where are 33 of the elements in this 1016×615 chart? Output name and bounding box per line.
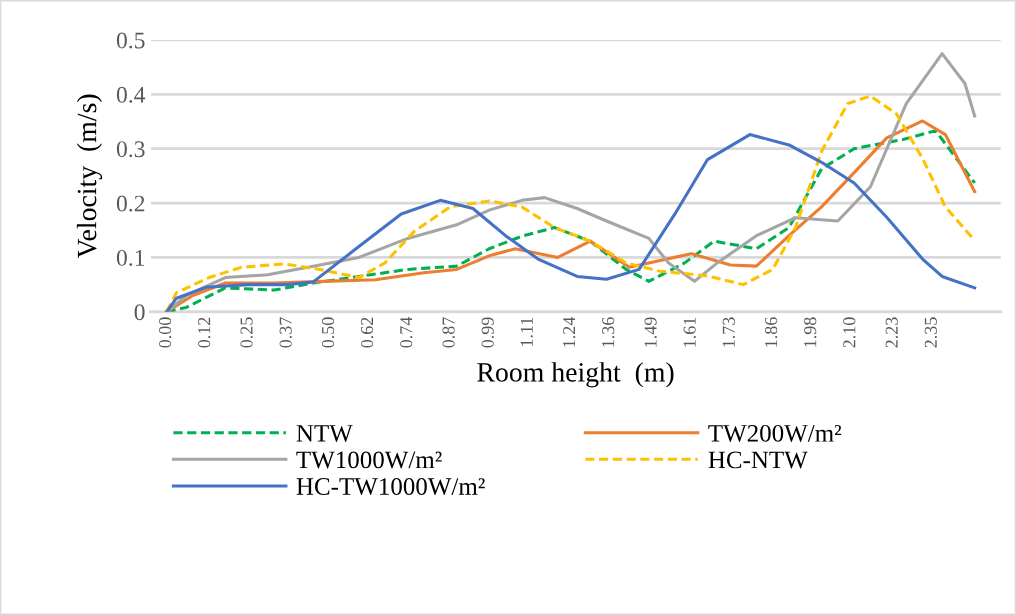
x-tick-label: 0.50: [321, 317, 335, 348]
x-tick-label: 1.24: [563, 316, 576, 347]
y-tick-label: 0.1: [116, 249, 145, 266]
y-axis-title: Velocity (m/s): [76, 94, 103, 259]
y-tick-label: 0.5: [116, 32, 145, 49]
x-tick-label: 0.87: [442, 317, 455, 348]
x-tick-label: 0.37: [279, 317, 292, 348]
x-tick-label: 0.99: [481, 317, 494, 348]
legend-label: TW200W/m²: [708, 424, 842, 442]
x-tick-label: 1.61: [683, 317, 696, 347]
y-tick-label: 0: [134, 304, 145, 321]
x-tick-label: 0.62: [361, 317, 374, 348]
x-tick-label: 1.73: [722, 317, 735, 347]
legend-label: HC-TW1000W/m²: [296, 478, 485, 496]
x-tick-label: 0.25: [240, 317, 253, 348]
x-tick-label: 1.11: [520, 317, 533, 346]
x-tick-label: 0.12: [198, 317, 211, 348]
legend-label: NTW: [296, 425, 353, 442]
y-tick-label: 0.2: [116, 195, 145, 212]
x-tick-label: 1.36: [602, 317, 615, 347]
x-tick-label: 2.10: [843, 317, 856, 348]
x-tick-label: 0.74: [400, 316, 413, 348]
x-tick-label: 2.35: [924, 317, 937, 348]
legend-label: TW1000W/m²: [296, 451, 442, 469]
y-tick-label: 0.3: [116, 141, 145, 158]
x-tick-label: 1.86: [765, 317, 778, 347]
x-tick-label: 1.98: [804, 317, 817, 347]
y-tick-label: 0.4: [116, 86, 146, 103]
x-tick-label: 2.23: [885, 317, 898, 348]
x-tick-label: 1.49: [644, 317, 657, 347]
x-axis-title: Room height (m): [477, 362, 674, 388]
x-tick-label: 0.00: [158, 317, 172, 348]
legend-label: HC-NTW: [708, 451, 808, 469]
